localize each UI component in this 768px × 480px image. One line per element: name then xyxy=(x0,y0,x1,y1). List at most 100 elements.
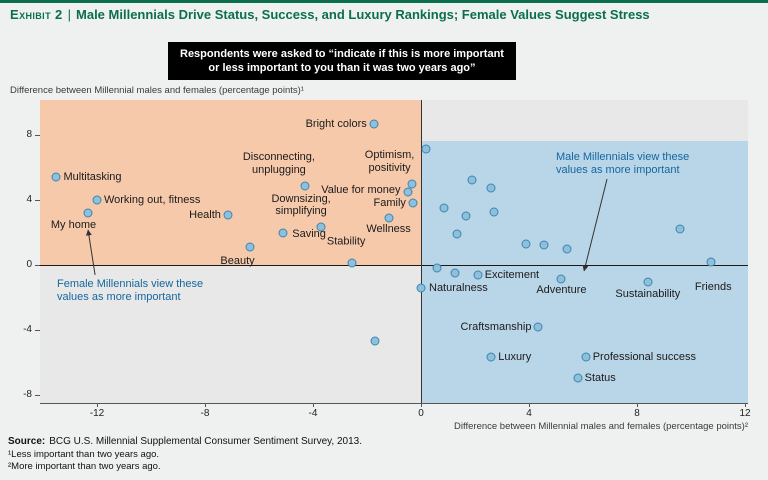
point-label: Health xyxy=(189,209,221,222)
point-label: Excitement xyxy=(484,269,540,282)
top-accent-bar xyxy=(0,0,768,3)
x-tick-label: 0 xyxy=(418,408,424,419)
point-label: Saving xyxy=(292,227,326,240)
point-label: Craftsmanship xyxy=(460,320,532,333)
point-label: Working out, fitness xyxy=(103,193,201,206)
y-zero-line xyxy=(421,100,422,403)
point-label: Beauty xyxy=(220,255,255,268)
x-tick-label: -8 xyxy=(200,408,210,419)
point-label: Stability xyxy=(326,235,366,248)
data-point xyxy=(407,179,417,189)
data-point xyxy=(643,277,653,287)
point-label: Sustainability xyxy=(615,287,681,300)
data-point xyxy=(223,210,233,220)
y-tick-label: 4 xyxy=(26,193,32,205)
data-point xyxy=(486,183,496,193)
plot-area: Multitasking Working out, fitness My home H… xyxy=(23,100,751,419)
data-point xyxy=(421,144,431,154)
data-point xyxy=(581,352,591,362)
y-tick-label: 0 xyxy=(26,258,32,270)
y-tick-mark xyxy=(35,264,40,266)
point-label: My home xyxy=(50,218,97,231)
data-point xyxy=(347,258,357,268)
point-label: Family xyxy=(373,196,406,209)
x-axis-title: Difference between Millennial males and … xyxy=(454,421,748,432)
x-tick-label: -12 xyxy=(89,408,105,419)
data-point xyxy=(473,270,483,280)
point-label: Wellness xyxy=(366,222,411,235)
data-point xyxy=(369,119,379,129)
point-label: Friends xyxy=(694,281,732,294)
data-point xyxy=(439,203,449,213)
data-point xyxy=(467,175,477,185)
footnote-1: ¹Less important than two years ago. xyxy=(8,449,160,460)
data-point xyxy=(450,268,460,278)
y-tick-label: 8 xyxy=(26,128,32,140)
data-point xyxy=(452,229,462,239)
y-tick-mark xyxy=(35,329,40,331)
data-point xyxy=(416,283,426,293)
data-point xyxy=(408,198,418,208)
data-point xyxy=(316,222,326,232)
exhibit-title: Exhibit 2 | Male Millennials Drive Status,… xyxy=(10,7,748,23)
source-label: Source: xyxy=(8,436,46,447)
data-point xyxy=(573,373,583,383)
female-note: Female Millennials view these values as … xyxy=(57,278,204,304)
data-point xyxy=(51,172,61,182)
data-point xyxy=(370,336,380,346)
point-label: Status xyxy=(584,371,616,384)
title-separator: | xyxy=(67,7,72,22)
point-label: Bright colors xyxy=(305,118,367,131)
data-point xyxy=(300,181,310,191)
x-tick-label: -4 xyxy=(308,408,318,419)
region-female xyxy=(40,100,421,265)
data-point xyxy=(489,207,499,217)
x-tick-mark xyxy=(637,403,639,407)
y-tick-mark xyxy=(35,394,40,396)
data-point xyxy=(461,211,471,221)
point-label: Luxury xyxy=(498,350,532,363)
point-label: Disconnecting, unplugging xyxy=(242,151,315,176)
y-tick-label: -4 xyxy=(23,323,32,335)
data-point xyxy=(432,263,442,273)
point-label: Value for money xyxy=(321,183,401,196)
data-point xyxy=(245,242,255,252)
x-tick-mark xyxy=(529,403,530,407)
footnote-2: ²More important than two years ago. xyxy=(8,461,161,472)
point-label: Multitasking xyxy=(63,170,122,183)
x-tick-mark xyxy=(312,403,314,407)
exhibit-title-text: Male Millennials Drive Status, Success, … xyxy=(76,7,650,22)
source-line: Source: BCG U.S. Millennial Supplemental … xyxy=(8,436,362,447)
point-label: Naturalness xyxy=(429,282,488,295)
x-tick-label: 4 xyxy=(526,408,532,419)
y-tick-mark xyxy=(35,199,40,201)
y-axis-title: Difference between Millennial males and … xyxy=(10,85,304,96)
x-tick-label: 12 xyxy=(739,408,751,419)
data-point xyxy=(521,239,531,249)
question-box: Respondents were asked to “indicate if t… xyxy=(168,42,516,80)
x-tick-mark xyxy=(745,403,747,407)
data-point xyxy=(278,228,288,238)
data-point xyxy=(562,244,572,254)
y-tick-label: -8 xyxy=(23,388,32,400)
data-point xyxy=(384,213,394,223)
data-point xyxy=(92,195,102,205)
exhibit-number: Exhibit 2 xyxy=(10,7,63,22)
source-text: BCG U.S. Millennial Supplemental Consume… xyxy=(49,436,362,447)
marks-layer: Multitasking Working out, fitness My home H… xyxy=(40,100,748,403)
point-label: Professional success xyxy=(592,350,697,363)
x-tick-mark xyxy=(421,403,422,407)
data-point xyxy=(556,274,566,284)
data-point xyxy=(706,257,716,267)
data-point xyxy=(533,322,543,332)
data-point xyxy=(539,240,549,250)
x-tick-mark xyxy=(204,403,206,407)
male-note: Male Millennials view these values as mo… xyxy=(556,151,690,177)
y-tick-mark xyxy=(35,134,40,136)
data-point xyxy=(403,187,412,197)
point-label: Downsizing, simplifying xyxy=(271,192,331,218)
point-label: Optimism, positivity xyxy=(364,149,415,174)
data-point xyxy=(675,224,685,234)
x-tick-mark xyxy=(96,403,98,407)
